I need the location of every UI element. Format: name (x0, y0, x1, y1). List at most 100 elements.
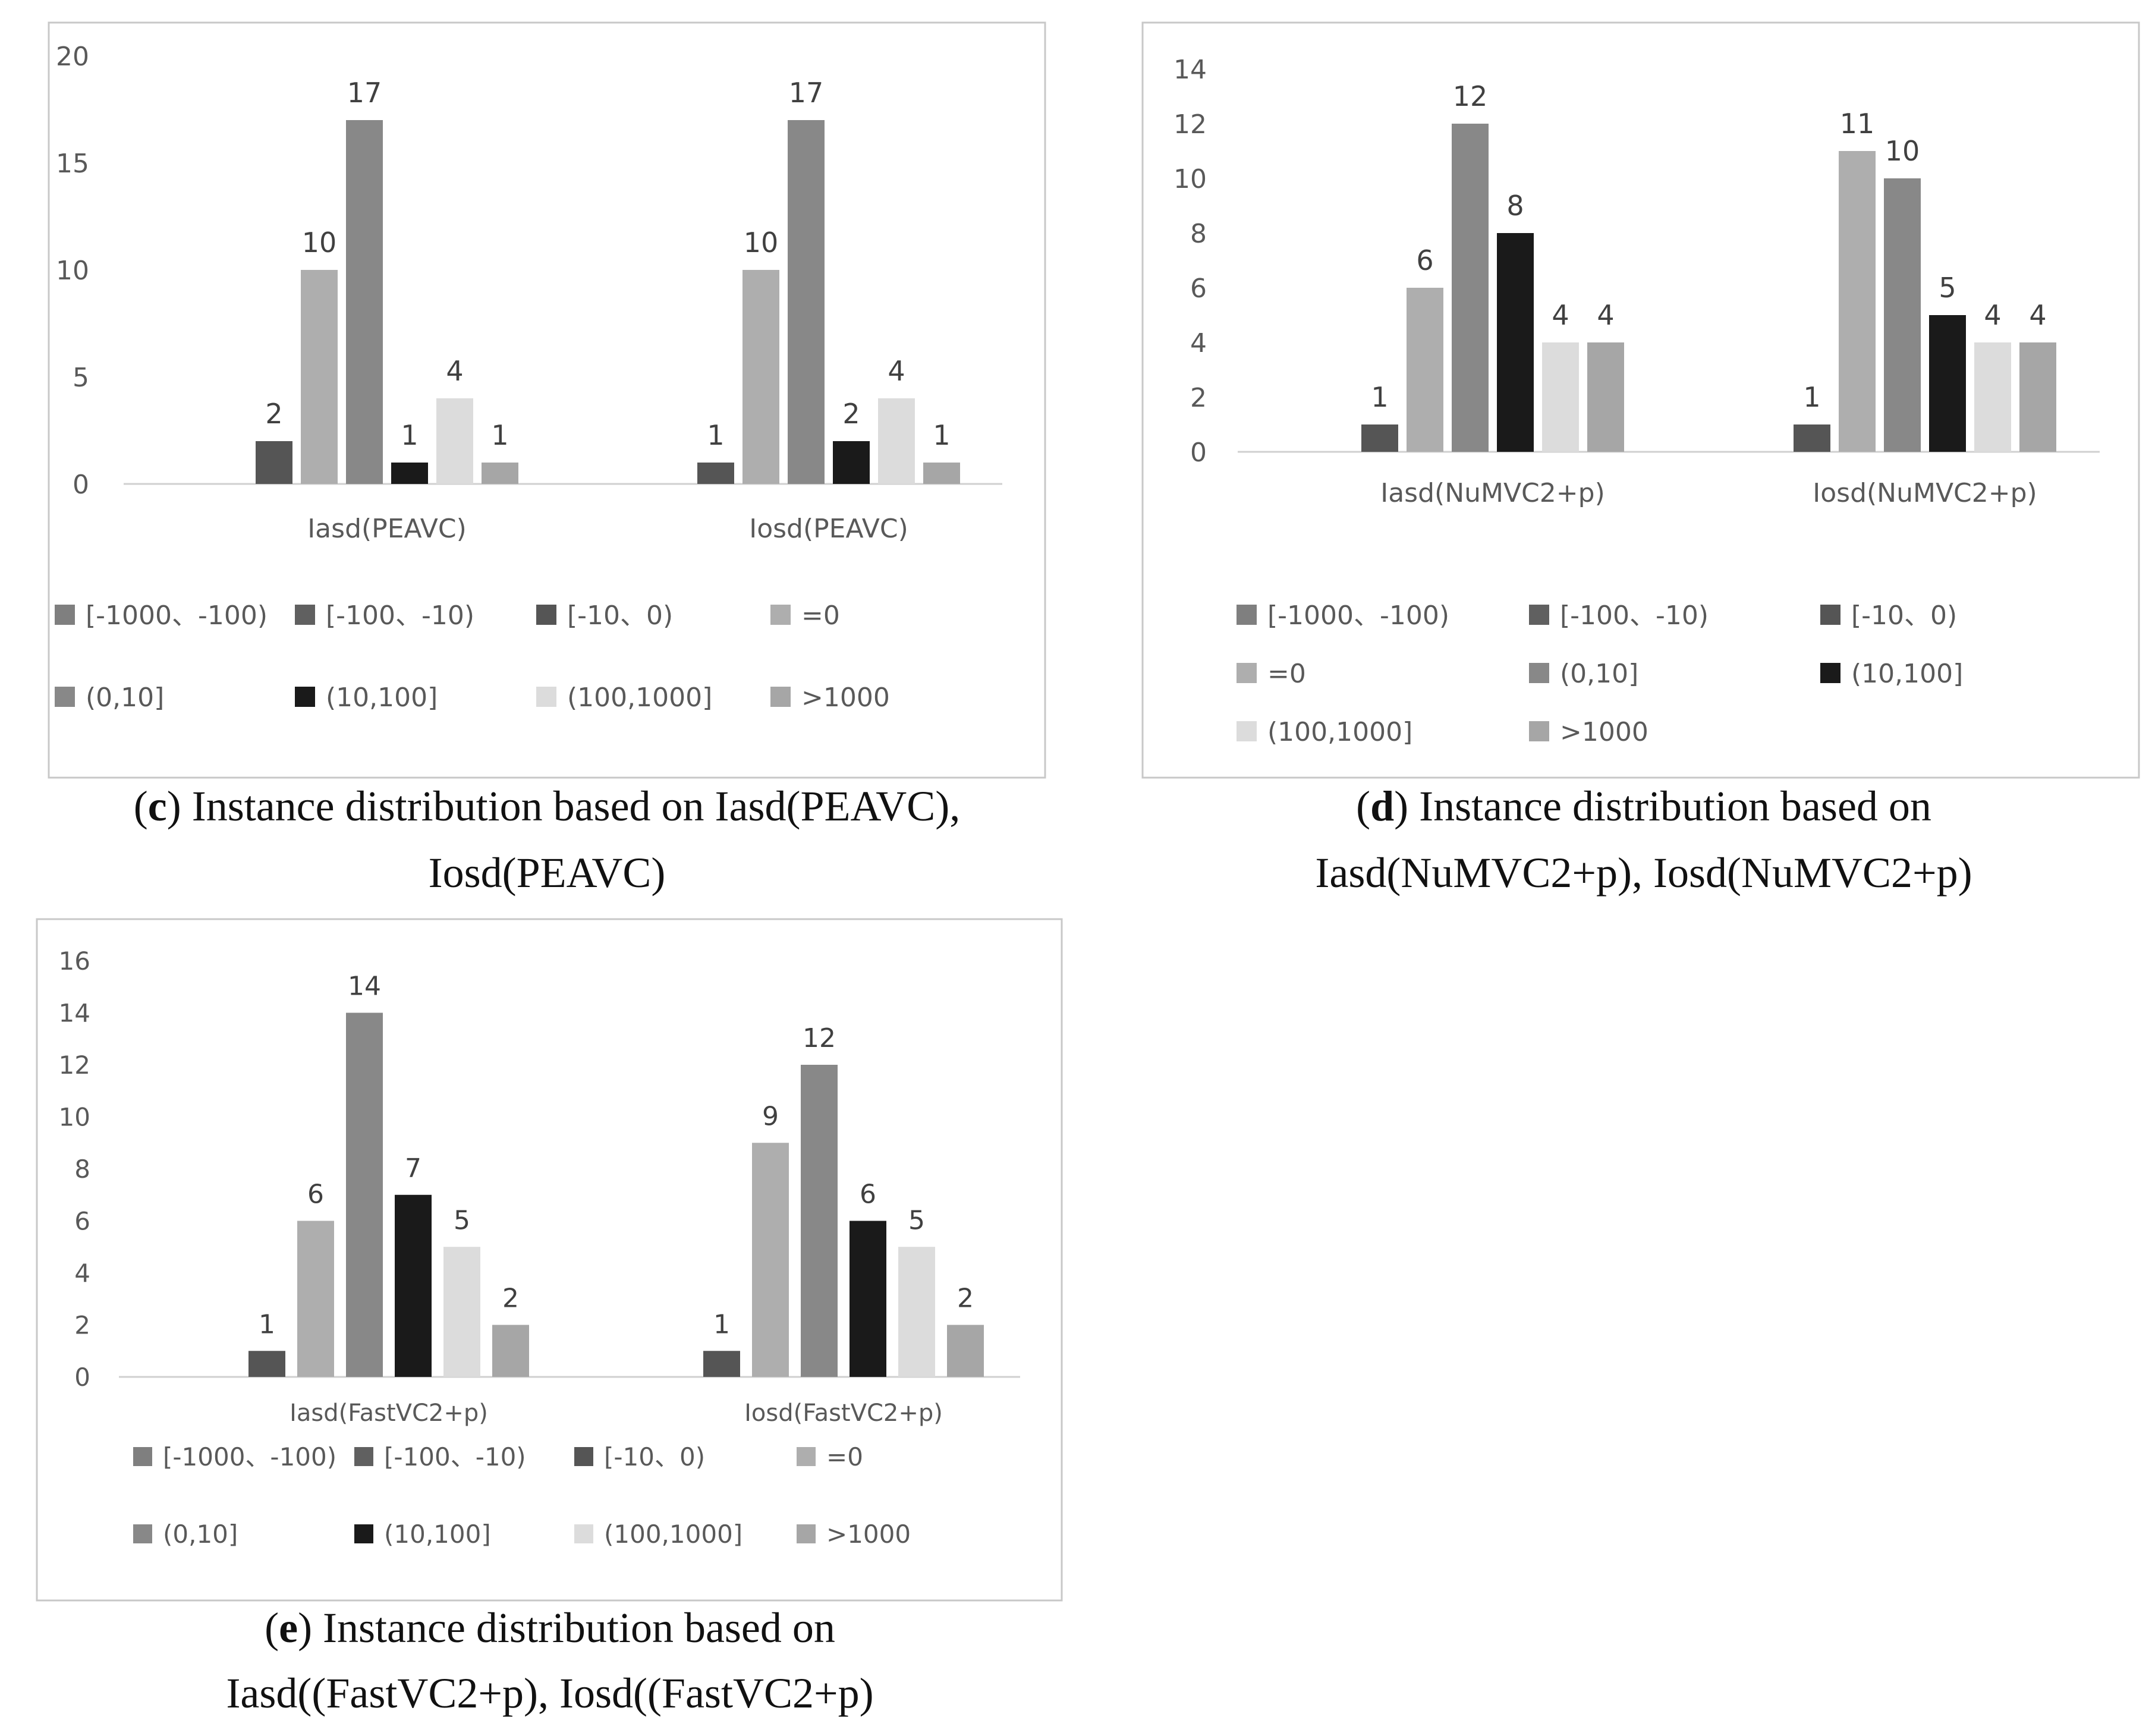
bar (1929, 315, 1966, 452)
y-tick-label: 10 (56, 256, 89, 286)
data-label: 6 (860, 1180, 876, 1210)
bar (1587, 342, 1624, 452)
category-label: Iosd(PEAVC) (749, 514, 908, 544)
data-label: 4 (1552, 299, 1569, 331)
y-tick-label: 0 (74, 1363, 90, 1392)
legend-swatch (354, 1447, 373, 1466)
y-tick-label: 8 (1190, 219, 1207, 249)
bar (742, 270, 779, 484)
bar (752, 1143, 789, 1377)
data-label: 17 (789, 77, 824, 109)
legend-label: =0 (801, 600, 840, 631)
legend-item: (10,100] (1820, 659, 1963, 689)
data-label: 1 (933, 419, 950, 451)
bar (256, 441, 292, 484)
y-tick-label: 0 (73, 470, 89, 500)
legend-swatch (536, 687, 556, 707)
y-tick-label: 5 (73, 363, 89, 393)
bar (436, 398, 473, 484)
data-label: 1 (707, 419, 724, 451)
y-tick-label: 10 (1173, 164, 1207, 194)
legend-item: >1000 (770, 683, 890, 713)
bar (1884, 178, 1921, 452)
legend-item: (0,10] (55, 683, 164, 713)
legend-item: [-1000、-100) (133, 1442, 336, 1471)
bar (346, 120, 383, 484)
legend-swatch (574, 1524, 593, 1543)
legend-swatch (295, 605, 315, 625)
chart-frame (36, 918, 1063, 1602)
legend-label: (100,1000] (567, 683, 712, 713)
bar (697, 463, 734, 484)
legend-label: [-100、-10) (1560, 600, 1709, 631)
data-label: 7 (405, 1153, 421, 1184)
data-label: 1 (1803, 381, 1820, 413)
bar (1497, 233, 1534, 452)
legend-item: [-10、0) (574, 1442, 705, 1471)
bar (391, 463, 428, 484)
chart-frame (1141, 21, 2140, 779)
caption-line-1: (e) Instance distribution based on (265, 1604, 835, 1652)
legend-swatch (1529, 605, 1549, 625)
bar (2019, 342, 2056, 452)
bar (1794, 424, 1830, 452)
data-label: 2 (842, 398, 860, 430)
legend-swatch (295, 687, 315, 707)
legend-swatch (354, 1524, 373, 1543)
y-tick-label: 0 (1190, 438, 1207, 468)
data-label: 1 (491, 419, 508, 451)
data-label: 4 (446, 355, 463, 387)
legend-swatch (1237, 605, 1257, 625)
data-label: 1 (259, 1309, 275, 1339)
chart-panel-e: 02468101214161614752Iasd(FastVC2+p)19126… (36, 918, 1063, 1717)
bar (248, 1351, 285, 1377)
bar (947, 1325, 984, 1377)
category-label: Iasd(FastVC2+p) (290, 1400, 488, 1427)
legend-swatch (1237, 663, 1257, 683)
data-label: 8 (1506, 190, 1524, 222)
data-label: 12 (803, 1023, 836, 1053)
legend-item: (10,100] (354, 1520, 491, 1549)
caption-line-1: (d) Instance distribution based on (1356, 782, 1931, 830)
data-label: 1 (401, 419, 418, 451)
legend-swatch (133, 1524, 152, 1543)
y-tick-label: 6 (74, 1207, 90, 1236)
data-label: 2 (957, 1284, 974, 1314)
bar (878, 398, 915, 484)
caption-line-2: Iasd(NuMVC2+p), Iosd(NuMVC2+p) (1315, 849, 1972, 897)
data-label: 9 (762, 1101, 779, 1131)
legend-label: [-100、-10) (384, 1442, 526, 1471)
bar (301, 270, 338, 484)
data-label: 12 (1453, 80, 1488, 112)
bar (923, 463, 960, 484)
legend-item: =0 (770, 600, 840, 631)
bar (1452, 124, 1489, 452)
legend-item: [-100、-10) (1529, 600, 1709, 631)
legend-label: (0,10] (163, 1520, 238, 1549)
legend-label: (10,100] (384, 1520, 491, 1549)
y-tick-label: 12 (59, 1051, 90, 1080)
legend-swatch (770, 605, 791, 625)
caption-text: ) Instance distribution based on (298, 1604, 835, 1652)
legend-swatch (1820, 605, 1840, 625)
panel-letter: d (1370, 782, 1394, 830)
caption-line-1: (c) Instance distribution based on Iasd(… (134, 782, 960, 830)
y-tick-label: 2 (1190, 383, 1207, 413)
legend-label: =0 (826, 1442, 863, 1471)
legend-item: [-1000、-100) (55, 600, 268, 631)
legend-item: >1000 (797, 1520, 911, 1549)
legend-label: (100,1000] (1267, 717, 1412, 747)
legend-swatch (1820, 663, 1840, 683)
data-label: 11 (1840, 108, 1875, 140)
panel-letter: e (279, 1604, 298, 1652)
legend-label: (0,10] (86, 683, 164, 713)
legend-label: >1000 (801, 683, 890, 713)
legend-item: (0,10] (1529, 659, 1638, 689)
data-label: 1 (713, 1309, 730, 1339)
legend-label: [-10、0) (604, 1442, 705, 1471)
legend-label: [-1000、-100) (86, 600, 268, 631)
legend-item: (10,100] (295, 683, 438, 713)
legend-item: [-1000、-100) (1237, 600, 1449, 631)
y-tick-label: 14 (1173, 55, 1207, 85)
